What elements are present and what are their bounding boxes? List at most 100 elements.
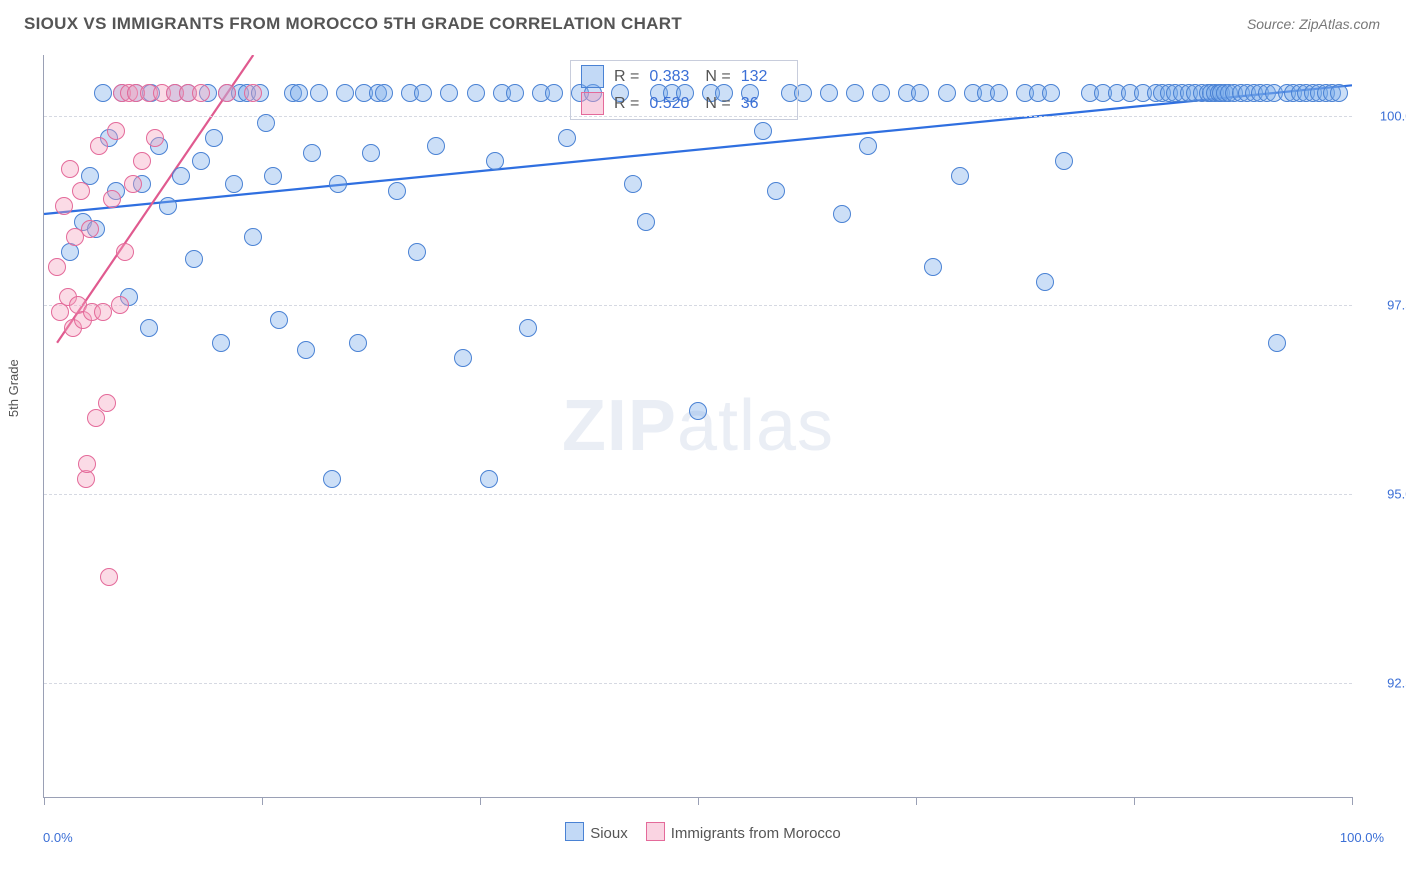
data-point xyxy=(440,84,458,102)
legend-label: Sioux xyxy=(590,825,628,842)
data-point xyxy=(100,568,118,586)
data-point xyxy=(205,129,223,147)
data-point xyxy=(81,220,99,238)
x-tick xyxy=(1134,797,1135,805)
data-point xyxy=(159,197,177,215)
trend-lines-layer xyxy=(44,55,1352,797)
legend-swatch xyxy=(646,822,665,841)
legend-r-label: R = xyxy=(614,95,639,113)
data-point xyxy=(185,250,203,268)
data-point xyxy=(427,137,445,155)
data-point xyxy=(225,175,243,193)
data-point xyxy=(244,228,262,246)
data-point xyxy=(94,84,112,102)
data-point xyxy=(78,455,96,473)
data-point xyxy=(111,296,129,314)
data-point xyxy=(297,341,315,359)
gridline-h xyxy=(44,683,1352,684)
data-point xyxy=(87,409,105,427)
data-point xyxy=(911,84,929,102)
data-point xyxy=(846,84,864,102)
data-point xyxy=(323,470,341,488)
data-point xyxy=(1055,152,1073,170)
data-point xyxy=(192,84,210,102)
data-point xyxy=(388,182,406,200)
data-point xyxy=(90,137,108,155)
data-point xyxy=(689,402,707,420)
data-point xyxy=(257,114,275,132)
data-point xyxy=(116,243,134,261)
data-point xyxy=(467,84,485,102)
data-point xyxy=(872,84,890,102)
data-point xyxy=(140,319,158,337)
data-point xyxy=(61,160,79,178)
data-point xyxy=(329,175,347,193)
legend-row: R = 0.383 N = 132 xyxy=(577,63,791,90)
data-point xyxy=(349,334,367,352)
legend-r-value: 0.383 xyxy=(649,68,695,86)
x-tick xyxy=(698,797,699,805)
data-point xyxy=(924,258,942,276)
data-point xyxy=(218,84,236,102)
data-point xyxy=(545,84,563,102)
legend-n-label: N = xyxy=(705,68,730,86)
y-tick-label: 100.0% xyxy=(1380,108,1406,123)
legend-label: Immigrants from Morocco xyxy=(671,825,841,842)
data-point xyxy=(480,470,498,488)
x-tick xyxy=(1352,797,1353,805)
watermark: ZIPatlas xyxy=(562,385,834,467)
legend-swatch xyxy=(581,92,604,115)
data-point xyxy=(414,84,432,102)
data-point xyxy=(990,84,1008,102)
data-point xyxy=(72,182,90,200)
data-point xyxy=(103,190,121,208)
data-point xyxy=(94,303,112,321)
legend-swatch xyxy=(565,822,584,841)
data-point xyxy=(1036,273,1054,291)
data-point xyxy=(408,243,426,261)
x-tick xyxy=(480,797,481,805)
y-axis-title: 5th Grade xyxy=(6,359,21,417)
chart-title: SIOUX VS IMMIGRANTS FROM MOROCCO 5TH GRA… xyxy=(24,14,682,34)
legend-n-value: 132 xyxy=(741,68,787,86)
source-attribution: Source: ZipAtlas.com xyxy=(1247,16,1380,32)
x-tick xyxy=(44,797,45,805)
data-point xyxy=(519,319,537,337)
gridline-h xyxy=(44,494,1352,495)
series-legend: Sioux Immigrants from Morocco xyxy=(0,822,1406,842)
data-point xyxy=(506,84,524,102)
data-point xyxy=(362,144,380,162)
data-point xyxy=(375,84,393,102)
data-point xyxy=(107,122,125,140)
data-point xyxy=(1330,84,1348,102)
data-point xyxy=(192,152,210,170)
data-point xyxy=(486,152,504,170)
data-point xyxy=(264,167,282,185)
data-point xyxy=(55,197,73,215)
legend-r-label: R = xyxy=(614,68,639,86)
data-point xyxy=(270,311,288,329)
x-tick xyxy=(262,797,263,805)
data-point xyxy=(767,182,785,200)
data-point xyxy=(624,175,642,193)
data-point xyxy=(1268,334,1286,352)
data-point xyxy=(938,84,956,102)
y-tick-label: 92.5% xyxy=(1387,676,1406,691)
y-tick-label: 97.5% xyxy=(1387,297,1406,312)
legend-r-value: 0.520 xyxy=(649,95,695,113)
legend-n-value: 36 xyxy=(741,95,787,113)
data-point xyxy=(820,84,838,102)
data-point xyxy=(754,122,772,140)
legend-swatch xyxy=(581,65,604,88)
x-tick xyxy=(916,797,917,805)
data-point xyxy=(146,129,164,147)
data-point xyxy=(212,334,230,352)
data-point xyxy=(558,129,576,147)
data-point xyxy=(98,394,116,412)
data-point xyxy=(1042,84,1060,102)
plot-area: ZIPatlas 92.5%95.0%97.5%100.0% xyxy=(43,55,1352,798)
legend-row: R =0.520N =36 xyxy=(577,90,791,117)
data-point xyxy=(48,258,66,276)
data-point xyxy=(310,84,328,102)
data-point xyxy=(244,84,262,102)
